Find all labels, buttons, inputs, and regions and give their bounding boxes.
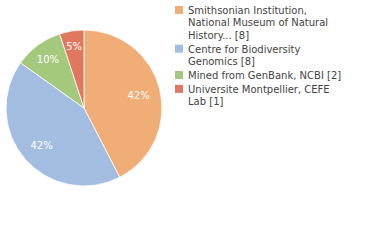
legend-line: Mined from GenBank, NCBI [2]	[188, 70, 341, 81]
legend-line: National Museum of Natural	[188, 17, 328, 28]
data-label: 10%	[37, 54, 59, 65]
data-label: 5%	[66, 41, 82, 52]
legend-label: Universite Montpellier, CEFELab [1]	[188, 84, 330, 107]
pie-slice	[60, 30, 84, 108]
legend: Smithsonian Institution,National Museum …	[175, 5, 341, 107]
legend-line: Lab [1]	[188, 96, 223, 107]
legend-line: History... [8]	[188, 30, 249, 41]
legend-label: Smithsonian Institution,National Museum …	[188, 5, 328, 41]
data-label: 42%	[30, 140, 52, 151]
legend-line: Genomics [8]	[188, 56, 255, 67]
legend-line: Centre for Biodiversity	[188, 44, 301, 55]
legend-line: Smithsonian Institution,	[188, 5, 307, 16]
legend-line: Universite Montpellier, CEFE	[188, 84, 330, 95]
legend-swatch	[175, 71, 183, 79]
legend-swatch	[175, 85, 183, 93]
legend-label: Centre for BiodiversityGenomics [8]	[188, 44, 301, 67]
legend-label: Mined from GenBank, NCBI [2]	[188, 70, 341, 81]
pie	[6, 30, 162, 186]
data-label: 42%	[127, 90, 149, 101]
legend-swatch	[175, 6, 183, 14]
legend-swatch	[175, 45, 183, 53]
chart: 42% 42% 10% 5% Smithsonian Institution,Natio…	[0, 0, 380, 240]
